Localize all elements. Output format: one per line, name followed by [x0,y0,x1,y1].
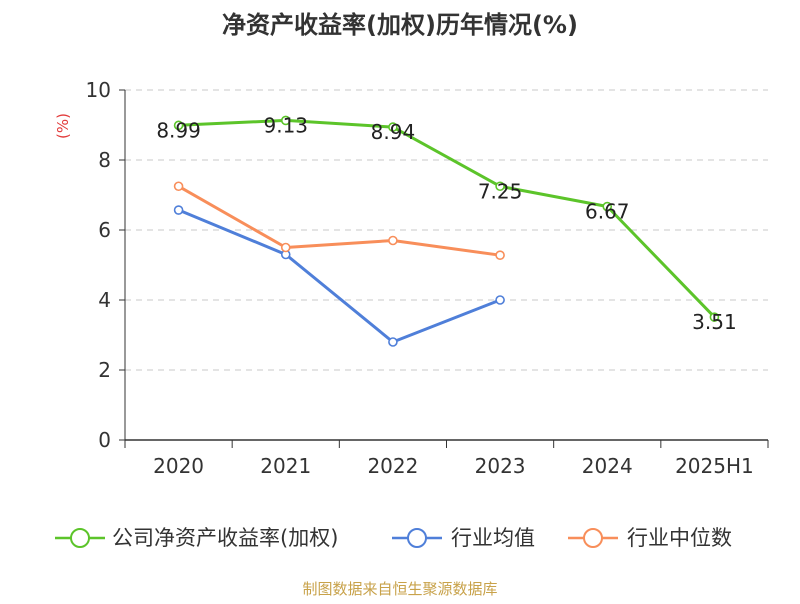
legend-item: 行业中位数 [568,526,732,550]
legend-item: 公司净资产收益率(加权) [55,526,338,550]
data-point [495,181,505,192]
data-point [388,122,398,132]
y-tick-label: 6 [98,218,111,242]
y-axis-unit-label: (%) [54,113,72,139]
x-tick-label: 2022 [367,454,418,478]
legend-label: 行业中位数 [627,526,732,550]
data-label: 7.25 [478,179,523,203]
series-layer [173,115,720,347]
grid-layer [125,89,768,371]
data-point [280,242,291,253]
data-labels-layer: 8.99 9.13 8.94 7.25 6.67 3.51 [156,113,736,334]
data-point [173,181,184,192]
data-label: 6.67 [585,200,630,224]
x-tick-label: 2021 [260,454,311,478]
data-point [173,205,184,215]
x-tick-label: 2023 [475,454,526,478]
legend-item: 行业均值 [392,526,535,550]
data-label: 8.94 [371,120,416,144]
data-point [495,250,505,260]
series-line-1 [178,208,501,344]
legend-marker-icon [70,528,90,548]
x-tick-label: 2020 [153,454,204,478]
data-point [495,295,505,305]
series-line-2 [177,184,501,257]
data-label: 3.51 [692,310,737,334]
data-label: 9.13 [263,113,308,137]
legend: 公司净资产收益率(加权) 行业均值 行业中位数 [55,526,732,550]
data-point [388,235,398,246]
data-point [388,337,398,347]
x-tick-label: 2024 [582,454,633,478]
data-label: 8.99 [156,118,201,142]
y-tick-label: 2 [98,358,111,382]
legend-label: 公司净资产收益率(加权) [112,526,338,550]
data-point [173,120,184,131]
data-point [602,201,613,212]
legend-label: 行业均值 [451,526,535,550]
y-tick-label: 4 [98,288,111,312]
legend-marker-icon [407,528,427,548]
source-note: 制图数据来自恒生聚源数据库 [302,580,497,598]
data-point [280,115,291,126]
data-point [709,312,720,322]
y-tick-label: 8 [98,148,111,172]
x-tick-label: 2025H1 [675,454,754,478]
axis-layer: 0 2 4 6 8 10 2020 2021 2022 2023 2024 2025H1 [86,78,769,478]
y-tick-label: 0 [98,428,111,452]
y-tick-label: 10 [86,78,111,102]
series-line-0 [178,118,716,319]
legend-marker-icon [583,528,603,548]
chart-title: 净资产收益率(加权)历年情况(%) [222,11,578,39]
